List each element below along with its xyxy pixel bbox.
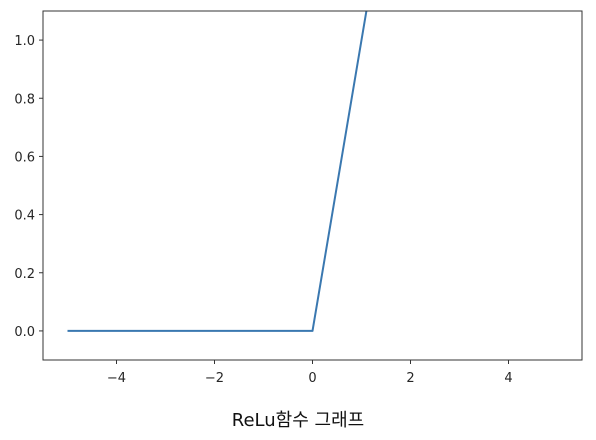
x-tick-label: −4 (107, 371, 126, 386)
y-tick-label: 0.0 (14, 325, 35, 340)
x-tick-label: −2 (205, 371, 224, 386)
y-tick-label: 0.2 (14, 267, 35, 282)
y-tick-label: 0.6 (14, 150, 35, 165)
x-tick-label: 0 (308, 371, 316, 386)
y-tick-label: 0.4 (14, 209, 35, 224)
plot-area (67, 11, 368, 332)
ticks: −4 −2 0 2 4 0.0 0.2 0.4 0.6 0.8 1.0 (14, 34, 512, 386)
chart-caption: ReLu함수 그래프 (231, 410, 365, 431)
relu-chart: −4 −2 0 2 4 0.0 0.2 0.4 0.6 0.8 1.0 (14, 10, 583, 386)
x-tick-label: 4 (504, 371, 512, 386)
y-tick-label: 1.0 (14, 34, 35, 49)
series-line-0 (67, 11, 368, 332)
y-tick-label: 0.8 (14, 92, 35, 107)
axes-frame (42, 10, 583, 361)
x-tick-label: 2 (406, 371, 414, 386)
